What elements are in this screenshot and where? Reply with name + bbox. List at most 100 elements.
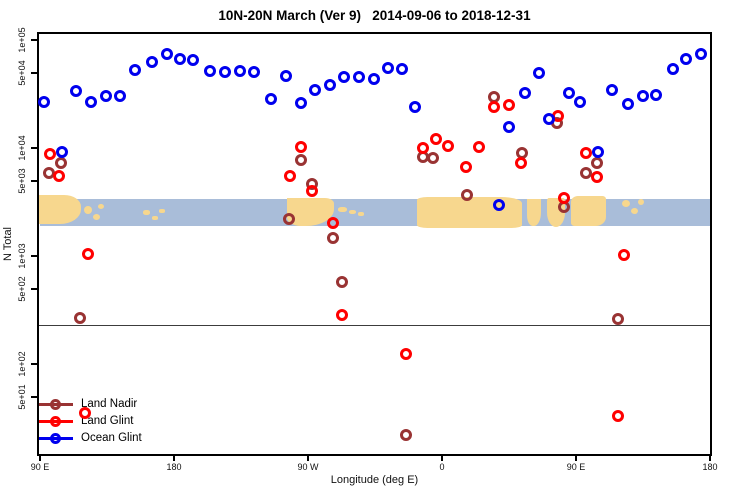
y-tick-label: 5e+02 <box>17 275 27 302</box>
data-point-land_nadir <box>590 157 603 170</box>
legend-ring <box>50 415 61 427</box>
x-tick-label: 0 <box>439 462 445 472</box>
x-axis-tick <box>441 456 443 461</box>
data-point-ocean_glint <box>680 52 693 65</box>
data-point-ocean_glint <box>129 64 142 77</box>
data-point-land_glint <box>44 148 57 161</box>
legend-marker-land_nadir <box>39 397 73 411</box>
map-land-patch <box>93 214 100 220</box>
data-point-land_glint <box>336 308 349 321</box>
y-tick-label: 1e+05 <box>17 27 27 53</box>
x-axis-tick <box>307 456 309 461</box>
data-point-ocean_glint <box>695 47 708 60</box>
data-point-ocean_glint <box>622 98 635 111</box>
y-axis-tick <box>31 71 37 74</box>
data-point-ocean_glint <box>605 84 618 97</box>
x-tick-label: 90 W <box>297 462 319 472</box>
data-point-ocean_glint <box>38 95 51 108</box>
data-point-ocean_glint <box>294 97 307 109</box>
map-land-patch <box>571 196 606 226</box>
data-point-ocean_glint <box>532 66 545 79</box>
data-point-land_glint <box>617 249 630 262</box>
data-point-ocean_glint <box>264 93 277 106</box>
map-land-patch <box>417 197 522 228</box>
data-point-land_glint <box>78 406 91 419</box>
data-point-ocean_glint <box>666 62 679 75</box>
data-point-land_glint <box>416 142 429 154</box>
y-axis-tick <box>31 179 37 182</box>
data-point-land_glint <box>430 133 443 146</box>
data-point-land_glint <box>459 160 472 173</box>
data-point-ocean_glint <box>367 73 380 86</box>
data-point-ocean_glint <box>592 146 605 159</box>
data-point-land_nadir <box>74 311 87 324</box>
legend-marker-land_glint <box>39 414 73 428</box>
x-tick-label: 180 <box>166 462 182 472</box>
data-point-land_glint <box>53 170 66 183</box>
y-tick-label: 5e+03 <box>17 167 27 194</box>
data-point-land_glint <box>514 157 527 170</box>
data-point-ocean_glint <box>203 65 216 78</box>
data-point-land_nadir <box>282 212 295 225</box>
data-point-land_glint <box>503 99 515 112</box>
data-point-ocean_glint <box>309 84 322 97</box>
y-axis-tick <box>31 255 37 257</box>
legend-label: Ocean Glint <box>81 432 142 444</box>
legend-item-ocean_glint: Ocean Glint <box>39 431 239 445</box>
data-point-ocean_glint <box>574 95 587 108</box>
data-point-ocean_glint <box>395 62 408 75</box>
y-tick-label: 1e+03 <box>17 243 27 269</box>
data-point-ocean_glint <box>382 62 395 75</box>
data-point-ocean_glint <box>99 90 112 102</box>
data-point-land_glint <box>284 170 297 183</box>
data-point-ocean_glint <box>519 87 532 99</box>
data-point-ocean_glint <box>160 47 173 60</box>
y-axis-tick <box>31 363 37 365</box>
data-point-land_glint <box>590 170 603 183</box>
data-point-ocean_glint <box>352 71 365 84</box>
data-point-land_glint <box>611 409 624 422</box>
y-axis-tick <box>31 147 37 149</box>
data-point-ocean_glint <box>503 120 515 133</box>
data-point-land_glint <box>558 192 571 205</box>
x-tick-label: 90 E <box>566 462 586 472</box>
data-point-land_nadir <box>427 151 440 164</box>
chart-title: 10N-20N March (Ver 9) 2014-09-06 to 2018… <box>218 8 531 23</box>
data-point-land_glint <box>473 141 486 154</box>
data-point-ocean_glint <box>543 112 556 125</box>
plot-area <box>37 32 712 456</box>
data-point-ocean_glint <box>218 66 231 79</box>
data-point-ocean_glint <box>173 52 186 65</box>
map-land-patch <box>159 209 165 213</box>
data-point-ocean_glint <box>562 87 575 99</box>
map-land-patch <box>622 200 630 207</box>
x-axis-tick <box>173 456 175 461</box>
x-axis-tick <box>575 456 577 461</box>
map-land-patch <box>152 216 158 220</box>
data-point-land_glint <box>400 347 413 360</box>
data-point-land_nadir <box>336 275 349 288</box>
data-point-ocean_glint <box>114 90 127 102</box>
data-point-land_nadir <box>327 231 340 244</box>
data-point-ocean_glint <box>637 90 649 102</box>
y-tick-label: 1e+04 <box>17 135 27 161</box>
reference-line <box>37 325 712 326</box>
legend-ring <box>50 432 61 444</box>
y-axis-tick <box>31 287 37 290</box>
data-point-land_nadir <box>54 157 67 170</box>
legend-marker-ocean_glint <box>39 431 73 445</box>
x-tick-label: 90 E <box>30 462 50 472</box>
data-point-ocean_glint <box>233 65 246 78</box>
data-point-land_nadir <box>294 154 307 167</box>
data-point-land_glint <box>441 140 454 153</box>
data-point-land_glint <box>294 141 307 154</box>
x-axis-tick <box>39 456 41 461</box>
legend-ring <box>50 398 61 410</box>
data-point-ocean_glint <box>145 55 158 68</box>
map-land-patch <box>358 212 364 216</box>
map-land-patch <box>638 199 644 205</box>
legend-item-land_nadir: Land Nadir <box>39 397 239 411</box>
data-point-land_glint <box>306 184 319 197</box>
map-land-patch <box>98 204 104 209</box>
